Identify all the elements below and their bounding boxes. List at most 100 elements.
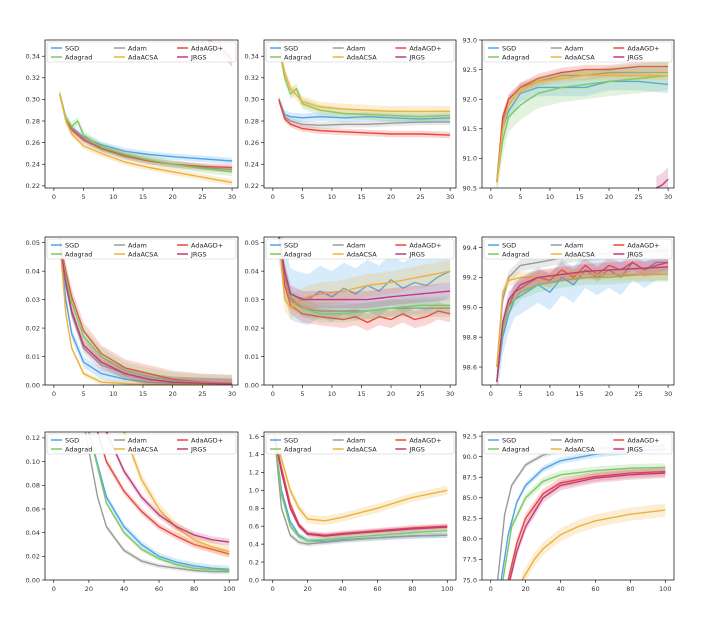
chart-5-band-adagrad (278, 237, 451, 323)
chart-5-plot-area (278, 237, 451, 331)
chart-7-line-adam (84, 432, 230, 573)
chart-1-band-adagrad (59, 89, 233, 177)
chart-8-plot-area (273, 432, 448, 547)
chart-7-line-jrgs (105, 432, 230, 543)
chart-5-legend-box (265, 238, 455, 260)
chart-1-line-adaacsa (59, 93, 233, 184)
chart-4-line-adagrad (59, 242, 233, 385)
chart-3-xtick-label: 0 (489, 193, 493, 201)
chart-8-xtick-label: 100 (441, 585, 453, 593)
chart-1-ytick-label: 0.26 (26, 139, 40, 147)
chart-8-ytick-label: 0.8 (249, 505, 259, 513)
chart-5-xtick-label: 20 (387, 390, 395, 398)
chart-2-legend-label-adaacsa: AdaACSA (347, 53, 378, 61)
chart-5: 0 5 10 15 20 25 300.000.010.020.030.040.05 SGD A… (245, 236, 457, 398)
chart-8-xtick-label: 80 (408, 585, 416, 593)
chart-6-xtick-label: 10 (546, 390, 554, 398)
chart-1-band-sgd (59, 90, 233, 165)
chart-9-ytick-label: 82.5 (463, 515, 477, 523)
chart-8-ytick-label: 1.6 (249, 433, 259, 441)
chart-7-xtick-label: 100 (223, 585, 235, 593)
chart-9-line-adaagd-plus (507, 470, 666, 580)
chart-3-xtick-label: 10 (546, 193, 554, 201)
chart-2-line-adaagd-plus (278, 99, 451, 136)
chart-9: 0 20 40 60 80 100 75.0 77.5 80.0 82.5 85.0 87.5 90.0… (463, 431, 675, 593)
chart-9-legend-label-jrgs: JRGS (626, 445, 643, 453)
chart-8-ytick-label: 1.0 (249, 487, 259, 495)
chart-8-band-sgd (274, 433, 448, 545)
chart-2-legend-box (265, 41, 455, 63)
chart-4-xtick-label: 30 (228, 390, 236, 398)
chart-6-xtick-label: 5 (518, 390, 522, 398)
chart-1-band-adaagd-plus (59, 90, 233, 171)
chart-7-line-adagrad (88, 432, 230, 572)
chart-6-xtick-label: 25 (634, 390, 642, 398)
chart-8-line-jrgs (273, 436, 448, 537)
chart-2: 0 5 10 15 20 25 30 0.22 0.24 0.26 0.28 0.30 0.32 0.34… (245, 39, 457, 201)
chart-9-plot-area (497, 443, 666, 580)
chart-2-line-adagrad (278, 45, 451, 118)
chart-6-legend-label-adaagd-plus: AdaAGD+ (627, 241, 659, 249)
chart-5-legend: SGD Adam AdaAGD+ Adagrad AdaACSA JRGS (265, 238, 455, 260)
chart-6-legend-label-adaacsa: AdaACSA (565, 250, 596, 258)
chart-2-axes-frame (263, 39, 457, 189)
chart-7-legend-label-adaacsa: AdaACSA (128, 445, 159, 453)
chart-8-line-adagrad (273, 436, 448, 542)
chart-8-ytick-label: 0.6 (249, 522, 259, 530)
chart-3-band-sgd (496, 72, 669, 188)
chart-1-line-adagrad (59, 93, 233, 173)
chart-5-band-jrgs (278, 237, 451, 309)
chart-9-axes-frame (481, 431, 675, 581)
chart-6-legend-label-sgd: SGD (502, 241, 516, 249)
chart-5-legend-label-adaagd-plus: AdaAGD+ (409, 241, 441, 249)
chart-2-ytick-label: 0.28 (245, 117, 259, 125)
chart-4-legend-label-jrgs: JRGS (190, 250, 207, 258)
chart-7-legend-label-adam: Adam (128, 436, 147, 444)
chart-5-ytick-label: 0.01 (245, 353, 259, 361)
chart-1-legend-box (46, 41, 237, 63)
chart-7-ytick-label: 0.02 (26, 553, 40, 561)
chart-1-xtick-label: 5 (82, 193, 86, 201)
chart-3-line-adaacsa (496, 74, 669, 183)
chart-3-line-adaagd-plus (496, 65, 669, 183)
chart-4-legend-label-sgd: SGD (65, 241, 79, 249)
chart-5-band-adaagd-plus (278, 237, 451, 331)
chart-6-ytick-label: 98.8 (463, 333, 477, 341)
chart-8-legend-label-sgd: SGD (284, 436, 298, 444)
chart-2-line-sgd (278, 99, 451, 120)
chart-4-xtick-label: 10 (109, 390, 117, 398)
chart-9-ytick-label: 87.5 (463, 474, 477, 482)
chart-6-ytick-label: 99.2 (463, 274, 477, 282)
chart-6-legend-label-jrgs: JRGS (626, 250, 643, 258)
chart-3-ytick-label: 92.0 (463, 96, 477, 104)
chart-2-ytick-label: 0.30 (245, 96, 259, 104)
chart-3-legend-label-adaacsa: AdaACSA (565, 53, 596, 61)
chart-2-band-adaagd-plus (278, 96, 451, 139)
chart-2-xtick-label: 0 (271, 193, 275, 201)
chart-3-legend-label-adagrad: Adagrad (502, 53, 529, 61)
chart-8-legend-label-adagrad: Adagrad (284, 445, 311, 453)
chart-6-ytick-label: 99.0 (463, 304, 477, 312)
chart-6-plot-area (496, 244, 669, 385)
chart-3-xtick-label: 5 (518, 193, 522, 201)
chart-3-xtick-label: 15 (575, 193, 583, 201)
chart-3-legend-box (483, 41, 673, 63)
chart-2-xtick-label: 10 (328, 193, 336, 201)
chart-7: 0 20 40 60 80 100 0.00 0.02 0.04 0.06 0.08 0.10 0.12… (26, 431, 239, 593)
chart-5-line-jrgs (278, 237, 451, 301)
chart-3-legend-label-adam: Adam (565, 44, 584, 52)
chart-3-legend: SGD Adam AdaAGD+ Adagrad AdaACSA JRGS (483, 41, 673, 63)
chart-1-line-adaagd-plus (59, 93, 233, 169)
chart-1-legend-label-adagrad: Adagrad (65, 53, 92, 61)
chart-4-legend: SGD Adam AdaAGD+ Adagrad AdaACSA JRGS (46, 238, 237, 260)
chart-3-legend-label-adaagd-plus: AdaAGD+ (627, 44, 659, 52)
chart-8-axes-frame (263, 431, 457, 581)
chart-1-band-adam (59, 90, 233, 173)
chart-7-xtick-label: 80 (190, 585, 198, 593)
chart-7-plot-area (84, 432, 230, 575)
chart-2-ytick-label: 0.26 (245, 139, 259, 147)
chart-9-band-jrgs (509, 468, 666, 580)
chart-5-axes-frame (263, 236, 457, 386)
chart-2-xtick-label: 15 (357, 193, 365, 201)
